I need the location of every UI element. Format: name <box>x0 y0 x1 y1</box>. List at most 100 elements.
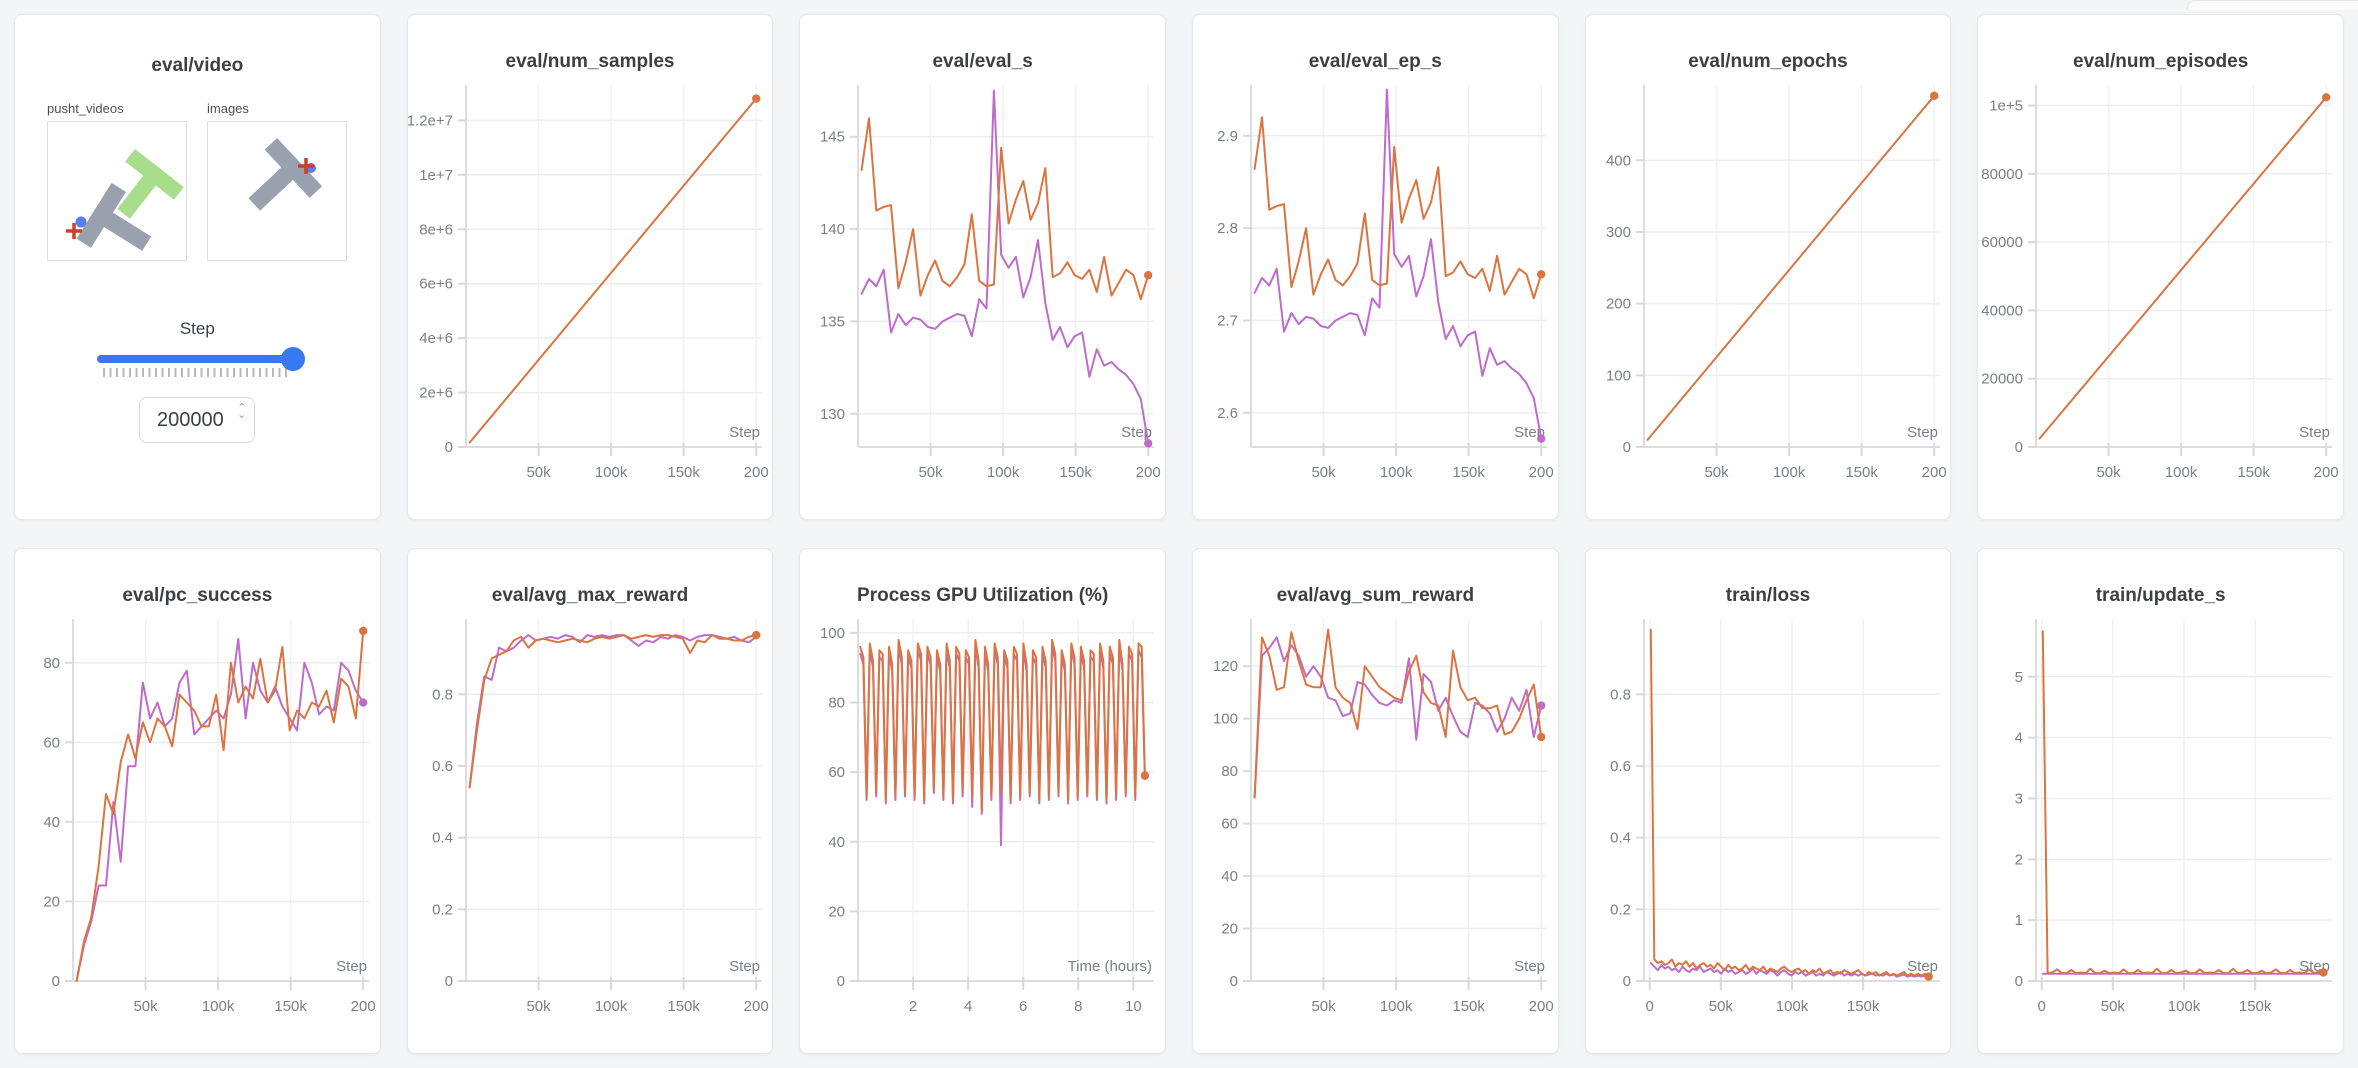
chart-canvas[interactable]: 2 4 6 8 10 0 20 40 60 80 100 Time (hours) <box>800 611 1165 1040</box>
step-slider-handle[interactable] <box>281 347 306 371</box>
svg-text:150k: 150k <box>1452 464 1485 481</box>
series-line-run-orange <box>1649 628 1930 978</box>
svg-text:150k: 150k <box>1452 998 1485 1015</box>
series-end-dot-run-purple <box>1144 439 1153 448</box>
video-thumbnail-pusht-videos[interactable] <box>47 121 187 261</box>
svg-text:1e+7: 1e+7 <box>419 167 453 184</box>
svg-text:150k: 150k <box>1845 464 1878 481</box>
series-line-run-purple <box>1253 88 1543 440</box>
chart-canvas[interactable]: 50k 100k 150k 200 0 2e+6 4e+6 6e+6 8e+6 1e+7 1.2e+… <box>408 77 773 506</box>
series-end-dot-run-orange <box>1929 91 1939 100</box>
panel-eval-pc-success[interactable]: eval/pc_success 50k 100k 150k 200 0 20 40 60 80 S… <box>14 548 381 1054</box>
chart-canvas[interactable]: 50k 100k 150k 200 2.6 2.7 2.8 2.9 Step <box>1193 77 1558 506</box>
chart-title: eval/avg_max_reward <box>491 585 689 606</box>
series-line-run-orange <box>1253 628 1543 799</box>
x-axis-label: Step <box>729 958 760 975</box>
svg-text:0: 0 <box>2015 439 2023 456</box>
svg-text:20: 20 <box>1221 921 1238 938</box>
svg-text:0: 0 <box>1645 998 1653 1015</box>
svg-text:80: 80 <box>829 695 846 712</box>
step-decrement-icon[interactable]: ⌄ <box>237 409 247 421</box>
step-input[interactable] <box>139 397 256 443</box>
chart-canvas[interactable]: 50k 100k 150k 200 0 20000 40000 60000 80000 1e+5 S… <box>1978 77 2343 506</box>
x-axis-label: Step <box>1907 958 1938 975</box>
series-line-run-purple <box>1649 962 1930 979</box>
svg-text:20: 20 <box>43 893 60 910</box>
chart-canvas[interactable]: 50k 100k 150k 200 0 20 40 60 80 100 120 Step <box>1193 611 1558 1040</box>
panel-eval-num-episodes[interactable]: eval/num_episodes 50k 100k 150k 200 0 20000 40… <box>1977 14 2344 520</box>
svg-text:150k: 150k <box>667 464 700 481</box>
chart-title: train/update_s <box>2095 585 2226 606</box>
panel-train-update-s[interactable]: train/update_s 0 50k 100k 150k 0 1 2 3 4 5 Step <box>1977 548 2344 1054</box>
x-axis-label: Step <box>2299 424 2330 441</box>
panel-eval-eval-ep-s[interactable]: eval/eval_ep_s 50k 100k 150k 200 2.6 2.7 2.8 2.… <box>1191 14 1559 520</box>
video-thumbnail-images[interactable] <box>207 121 347 261</box>
chart-canvas[interactable]: 50k 100k 150k 200 0 0.2 0.4 0.6 0.8 Step <box>408 611 773 1040</box>
series-end-dot-run-orange <box>2319 968 2328 977</box>
svg-text:0.8: 0.8 <box>1610 686 1631 703</box>
svg-text:400: 400 <box>1606 152 1631 169</box>
step-increment-icon[interactable]: ⌃ <box>237 402 247 414</box>
chart-canvas[interactable]: 50k 100k 150k 200 0 100 200 300 400 Step <box>1586 77 1951 506</box>
chart-svg: 50k 100k 150k 200 0 100 200 300 400 Step <box>1606 85 1946 481</box>
svg-text:0: 0 <box>444 973 452 990</box>
panel-eval-video[interactable]: eval/video pusht_videos <box>14 14 381 520</box>
x-axis-label: Step <box>1907 424 1938 441</box>
series-end-dot-run-orange <box>1141 771 1150 780</box>
series-line-run-orange <box>1646 94 1935 441</box>
chart-canvas[interactable]: 50k 100k 150k 200 0 20 40 60 80 Step <box>15 611 380 1040</box>
panel-eval-num-epochs[interactable]: eval/num_epochs 50k 100k 150k 200 0 100 200 300… <box>1584 14 1952 520</box>
svg-text:200: 200 <box>743 998 768 1015</box>
svg-text:100k: 100k <box>594 998 627 1015</box>
stepper-arrows-icon[interactable]: ⌃ ⌄ <box>237 402 247 421</box>
thumbnail-group-pusht-videos: pusht_videos <box>47 101 187 261</box>
thumbnail-label: pusht_videos <box>47 101 124 116</box>
panel-eval-eval-s[interactable]: eval/eval_s 50k 100k 150k 200 130 135 140 145 St… <box>799 14 1166 520</box>
svg-text:100k: 100k <box>1772 464 1805 481</box>
series-end-dot-run-orange <box>2322 93 2331 102</box>
chart-title: eval/eval_s <box>932 51 1033 72</box>
series-line-run-purple <box>468 634 757 789</box>
svg-text:20000: 20000 <box>1982 371 2024 388</box>
svg-text:3: 3 <box>2015 790 2023 807</box>
step-slider-track[interactable] <box>97 355 298 363</box>
panel-process-gpu-utilization[interactable]: Process GPU Utilization (%) 2 4 6 8 10 0 20 40 6… <box>799 548 1166 1054</box>
target-cross <box>66 223 82 239</box>
svg-text:200: 200 <box>2314 464 2339 481</box>
svg-text:200: 200 <box>1136 464 1161 481</box>
chart-title: eval/num_episodes <box>2073 51 2249 72</box>
chart-title: train/loss <box>1725 585 1811 606</box>
series-line-run-orange <box>859 638 1147 812</box>
step-slider[interactable] <box>97 347 306 371</box>
svg-text:150k: 150k <box>1847 998 1880 1015</box>
series-line-run-purple <box>1253 636 1543 799</box>
chart-canvas[interactable]: 0 50k 100k 150k 0 1 2 3 4 5 Step <box>1978 611 2343 1040</box>
svg-text:100k: 100k <box>202 998 235 1015</box>
svg-text:150k: 150k <box>667 998 700 1015</box>
svg-text:1: 1 <box>2015 912 2023 929</box>
x-axis-label: Step <box>729 424 760 441</box>
svg-text:8e+6: 8e+6 <box>419 221 453 238</box>
svg-text:100k: 100k <box>594 464 627 481</box>
svg-text:150k: 150k <box>274 998 307 1015</box>
svg-text:50k: 50k <box>2097 464 2122 481</box>
svg-text:200: 200 <box>1529 464 1554 481</box>
chart-canvas[interactable]: 0 50k 100k 150k 0 0.2 0.4 0.6 0.8 Step <box>1586 611 1951 1040</box>
panel-eval-num-samples[interactable]: eval/num_samples 50k 100k 150k 200 0 2e+6 4e+6… <box>406 14 774 520</box>
series-line-run-purple <box>75 637 365 982</box>
chart-canvas[interactable]: 50k 100k 150k 200 130 135 140 145 Step <box>800 77 1165 506</box>
chart-svg: 50k 100k 150k 200 0 20 40 60 80 Step <box>43 619 376 1015</box>
svg-text:60: 60 <box>829 764 846 781</box>
panel-eval-avg-max-reward[interactable]: eval/avg_max_reward 50k 100k 150k 200 0 0.2 0.… <box>406 548 774 1054</box>
svg-text:50k: 50k <box>919 464 944 481</box>
series-line-run-orange <box>468 97 757 444</box>
panel-eval-avg-sum-reward[interactable]: eval/avg_sum_reward 50k 100k 150k 200 0 20 40 6… <box>1191 548 1559 1054</box>
panel-train-loss[interactable]: train/loss 0 50k 100k 150k 0 0.2 0.4 0.6 0.8 Step <box>1584 548 1952 1054</box>
chart-title: eval/num_epochs <box>1688 51 1848 72</box>
svg-text:2: 2 <box>2015 851 2023 868</box>
thumbnail-label: images <box>207 101 249 116</box>
svg-text:80: 80 <box>1221 763 1238 780</box>
series-end-dot-run-orange <box>1536 732 1546 742</box>
